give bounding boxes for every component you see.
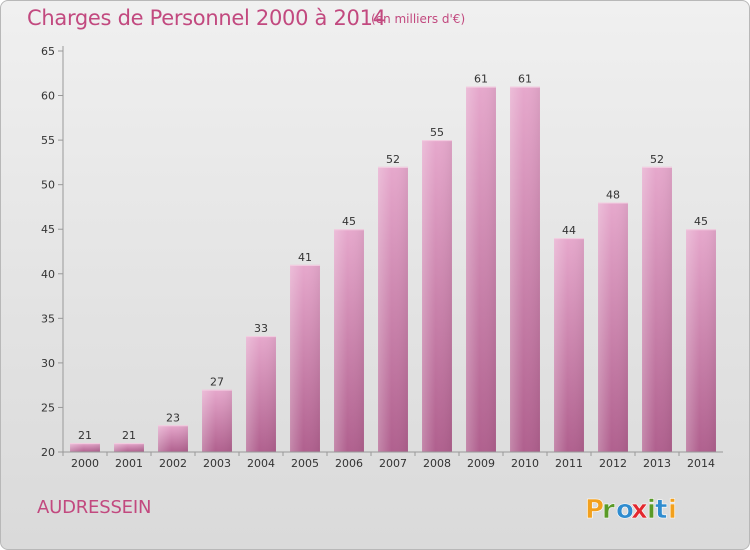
data-label: 41 [298, 251, 312, 264]
logo-letter: t [655, 495, 667, 525]
x-tick-label: 2006 [335, 457, 363, 470]
y-tick-label: 50 [41, 179, 55, 192]
proxiti-logo: Pr ox i t i [585, 495, 678, 526]
bar-shine [686, 229, 716, 452]
x-tick-label: 2002 [159, 457, 187, 470]
x-tick-label: 2008 [423, 457, 451, 470]
y-tick-label: 55 [41, 134, 55, 147]
logo-letter: P [585, 495, 604, 525]
bar-shine [598, 202, 628, 452]
logo-letter: i [647, 495, 656, 525]
bar-shine [202, 389, 232, 452]
commune-name: AUDRESSEIN [37, 497, 152, 518]
y-tick-label: 30 [41, 357, 55, 370]
x-tick-label: 2009 [467, 457, 495, 470]
bar-shine [510, 86, 540, 453]
y-tick-label: 40 [41, 268, 55, 281]
data-label: 23 [166, 411, 180, 424]
logo-letter: o [616, 495, 634, 525]
x-tick-label: 2010 [511, 457, 539, 470]
x-tick-label: 2013 [643, 457, 671, 470]
x-tick-label: 2011 [555, 457, 583, 470]
data-label: 44 [562, 224, 576, 237]
bar-shine [158, 425, 188, 452]
data-label: 27 [210, 376, 224, 389]
bar-shine [422, 140, 452, 452]
x-tick-label: 2005 [291, 457, 319, 470]
logo-letter: i [668, 495, 677, 525]
data-label: 61 [518, 73, 532, 86]
data-label: 61 [474, 73, 488, 86]
data-label: 45 [342, 215, 356, 228]
chart-title: Charges de Personnel 2000 à 2014 [27, 6, 386, 30]
data-label: 52 [650, 153, 664, 166]
chart-subtitle: (en milliers d'€) [371, 12, 466, 26]
bar-shine [642, 166, 672, 452]
bar-shine [246, 336, 276, 452]
logo-letter: x [631, 495, 648, 525]
data-label: 33 [254, 322, 268, 335]
bar-shine [378, 166, 408, 452]
y-tick-label: 60 [41, 90, 55, 103]
y-tick-label: 65 [41, 45, 55, 58]
y-tick-label: 45 [41, 223, 55, 236]
bar-shine [334, 229, 364, 452]
data-label: 55 [430, 126, 444, 139]
x-tick-label: 2001 [115, 457, 143, 470]
x-tick-label: 2007 [379, 457, 407, 470]
x-tick-label: 2000 [71, 457, 99, 470]
bar-shine [290, 264, 320, 452]
x-tick-label: 2003 [203, 457, 231, 470]
y-tick-label: 35 [41, 312, 55, 325]
bar-shine [70, 443, 100, 452]
data-label: 21 [78, 429, 92, 442]
data-label: 45 [694, 215, 708, 228]
bar-shine [466, 86, 496, 453]
logo-letter: r [602, 495, 615, 525]
data-label: 48 [606, 188, 620, 201]
bar-shine [114, 443, 144, 452]
y-tick-label: 25 [41, 401, 55, 414]
bar-shine [554, 238, 584, 452]
y-tick-label: 20 [41, 446, 55, 459]
data-label: 21 [122, 429, 136, 442]
x-tick-label: 2014 [687, 457, 715, 470]
x-tick-label: 2012 [599, 457, 627, 470]
data-label: 52 [386, 153, 400, 166]
x-tick-label: 2004 [247, 457, 275, 470]
